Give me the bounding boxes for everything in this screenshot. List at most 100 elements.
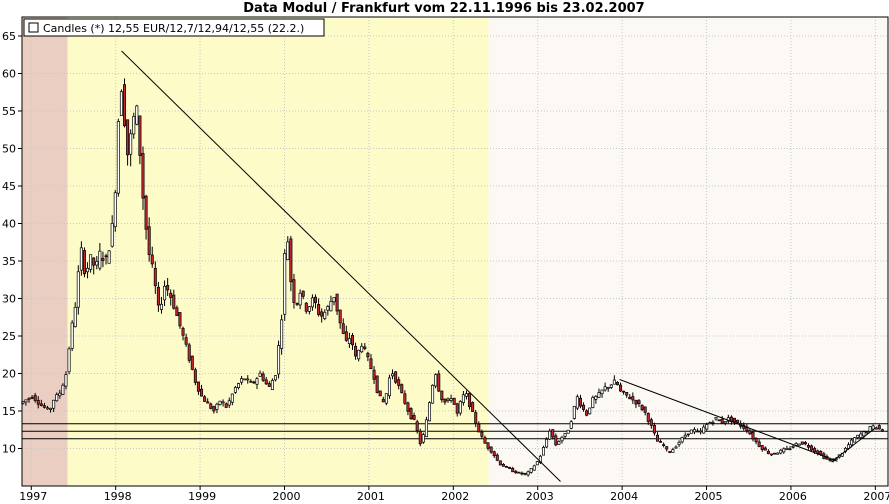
candle — [597, 388, 601, 398]
candle-body — [224, 403, 228, 408]
candle-body — [551, 429, 555, 438]
candle — [116, 118, 120, 197]
candle-body — [45, 407, 49, 410]
candle — [671, 447, 675, 453]
candle-body — [545, 439, 549, 448]
candle — [403, 390, 407, 405]
candle — [391, 369, 395, 380]
candle — [785, 445, 789, 451]
candle-body — [806, 445, 810, 448]
candle — [261, 371, 265, 382]
candle — [79, 241, 83, 276]
candle-body — [856, 434, 860, 438]
candle-body — [317, 304, 321, 315]
candle-body — [378, 390, 382, 397]
candle — [455, 402, 459, 417]
candle-body — [480, 431, 484, 437]
candle — [317, 298, 321, 317]
candle-body — [514, 470, 518, 474]
candle — [625, 391, 629, 398]
candle — [132, 112, 136, 139]
candle — [249, 379, 253, 383]
candle-body — [877, 425, 881, 430]
candle-body — [585, 410, 589, 416]
candle — [591, 395, 595, 409]
candle — [806, 443, 810, 450]
candle-body — [156, 286, 160, 306]
candle-body — [49, 407, 53, 410]
candle-body — [33, 395, 37, 401]
candle — [769, 453, 773, 457]
candle — [853, 436, 857, 443]
candle-body — [803, 442, 807, 445]
candle-body — [264, 379, 268, 385]
candle — [270, 378, 274, 391]
candle — [766, 449, 770, 455]
candle — [240, 375, 244, 385]
candle-body — [495, 454, 499, 461]
candle-body — [169, 292, 173, 298]
candle — [369, 353, 373, 370]
candle — [489, 446, 493, 454]
candle — [381, 396, 385, 403]
candle — [865, 431, 869, 435]
candle — [286, 236, 290, 261]
candle — [147, 217, 151, 262]
candle — [511, 466, 515, 473]
candle-body — [212, 406, 216, 412]
candle-body — [89, 254, 93, 270]
x-tick-label: 2007 — [863, 490, 889, 503]
candle-body — [797, 443, 801, 446]
candle — [529, 468, 533, 474]
candle-body — [511, 468, 515, 473]
candle-body — [748, 430, 752, 435]
candle-body — [344, 331, 348, 341]
candle-body — [236, 383, 241, 389]
candle-body — [400, 384, 404, 394]
candle-body — [702, 426, 706, 434]
candle-body — [141, 153, 145, 199]
candle-body — [699, 430, 703, 433]
candle — [323, 309, 327, 321]
candle — [619, 382, 623, 392]
candle — [52, 399, 56, 412]
candle-body — [113, 192, 117, 228]
candle — [258, 370, 262, 377]
y-tick-label: 30 — [2, 293, 16, 306]
candle — [680, 436, 684, 444]
candle-body — [594, 395, 598, 400]
candle — [443, 398, 447, 405]
candle-body — [110, 223, 114, 247]
candle — [440, 390, 444, 403]
candle-body — [523, 472, 527, 475]
candle-body — [578, 397, 582, 407]
candle — [215, 402, 219, 414]
candle — [255, 376, 259, 390]
candle-body — [677, 441, 681, 445]
candle-body — [372, 369, 376, 380]
candle — [720, 415, 724, 424]
candle-body — [252, 381, 256, 384]
candle — [424, 416, 428, 438]
candle — [304, 302, 308, 314]
candle-body — [240, 378, 244, 383]
candle — [699, 428, 703, 435]
candle-body — [350, 335, 354, 346]
candle-body — [424, 419, 428, 438]
candle — [714, 417, 718, 421]
candle-body — [178, 312, 182, 327]
candle — [246, 375, 250, 384]
candle — [119, 89, 123, 116]
candle-body — [341, 323, 345, 334]
candle — [107, 250, 111, 264]
candle — [788, 446, 792, 451]
candle — [110, 215, 114, 248]
candle — [628, 394, 632, 400]
candle-body — [637, 400, 641, 405]
candle — [612, 375, 616, 385]
chart-title: Data Modul / Frankfurt vom 22.11.1996 bi… — [243, 1, 644, 16]
candle-body — [304, 302, 308, 312]
candle — [95, 256, 99, 270]
candle-body — [209, 403, 213, 409]
